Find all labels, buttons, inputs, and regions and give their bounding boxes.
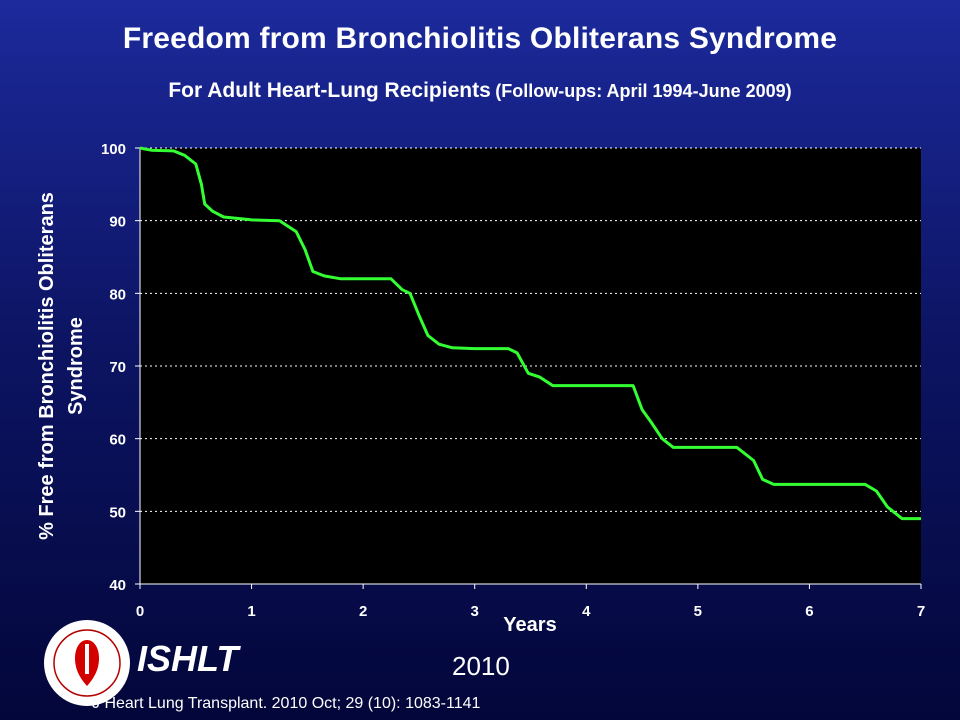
y-tick-label: 70: [109, 359, 126, 376]
x-tick-label: 3: [471, 603, 479, 620]
y-axis-ticks: 40 50 60 70 80 90 100: [101, 141, 140, 594]
y-tick-label: 50: [109, 504, 126, 521]
y-tick-label: 90: [109, 214, 126, 231]
x-axis-label: Years: [503, 614, 556, 636]
subtitle-main: For Adult Heart-Lung Recipients: [168, 79, 491, 102]
y-tick-label: 60: [109, 432, 126, 449]
chart-title: Freedom from Bronchiolitis Obliterans Sy…: [122, 22, 838, 55]
x-tick-label: 1: [247, 603, 255, 620]
y-tick-label: 80: [109, 286, 126, 303]
subtitle-note: (Follow-ups: April 1994-June 2009): [495, 81, 792, 101]
y-tick-label: 40: [109, 577, 126, 594]
x-tick-label: 6: [805, 603, 813, 620]
y-axis-label: % Free from Bronchiolitis Obliterans Synd…: [36, 192, 87, 540]
org-name: ISHLT: [137, 638, 239, 679]
report-year: 2010: [452, 651, 510, 681]
chart-subtitle: For Adult Heart-Lung Recipients (Follow-…: [0, 79, 960, 103]
x-tick-label: 7: [917, 603, 925, 620]
x-axis-ticks: 0 1 2 3 4 5 6 7: [136, 584, 925, 620]
trachea-icon: [85, 644, 89, 674]
ishlt-logo: [44, 620, 130, 706]
x-tick-label: 0: [136, 603, 144, 620]
citation: J Heart Lung Transplant. 2010 Oct; 29 (1…: [92, 695, 481, 712]
logo-inner-ring: [53, 629, 121, 697]
y-tick-label: 100: [101, 141, 126, 158]
survival-curve: [139, 146, 921, 521]
x-tick-label: 5: [694, 603, 702, 620]
x-tick-label: 2: [359, 603, 367, 620]
x-tick-label: 4: [582, 603, 591, 620]
